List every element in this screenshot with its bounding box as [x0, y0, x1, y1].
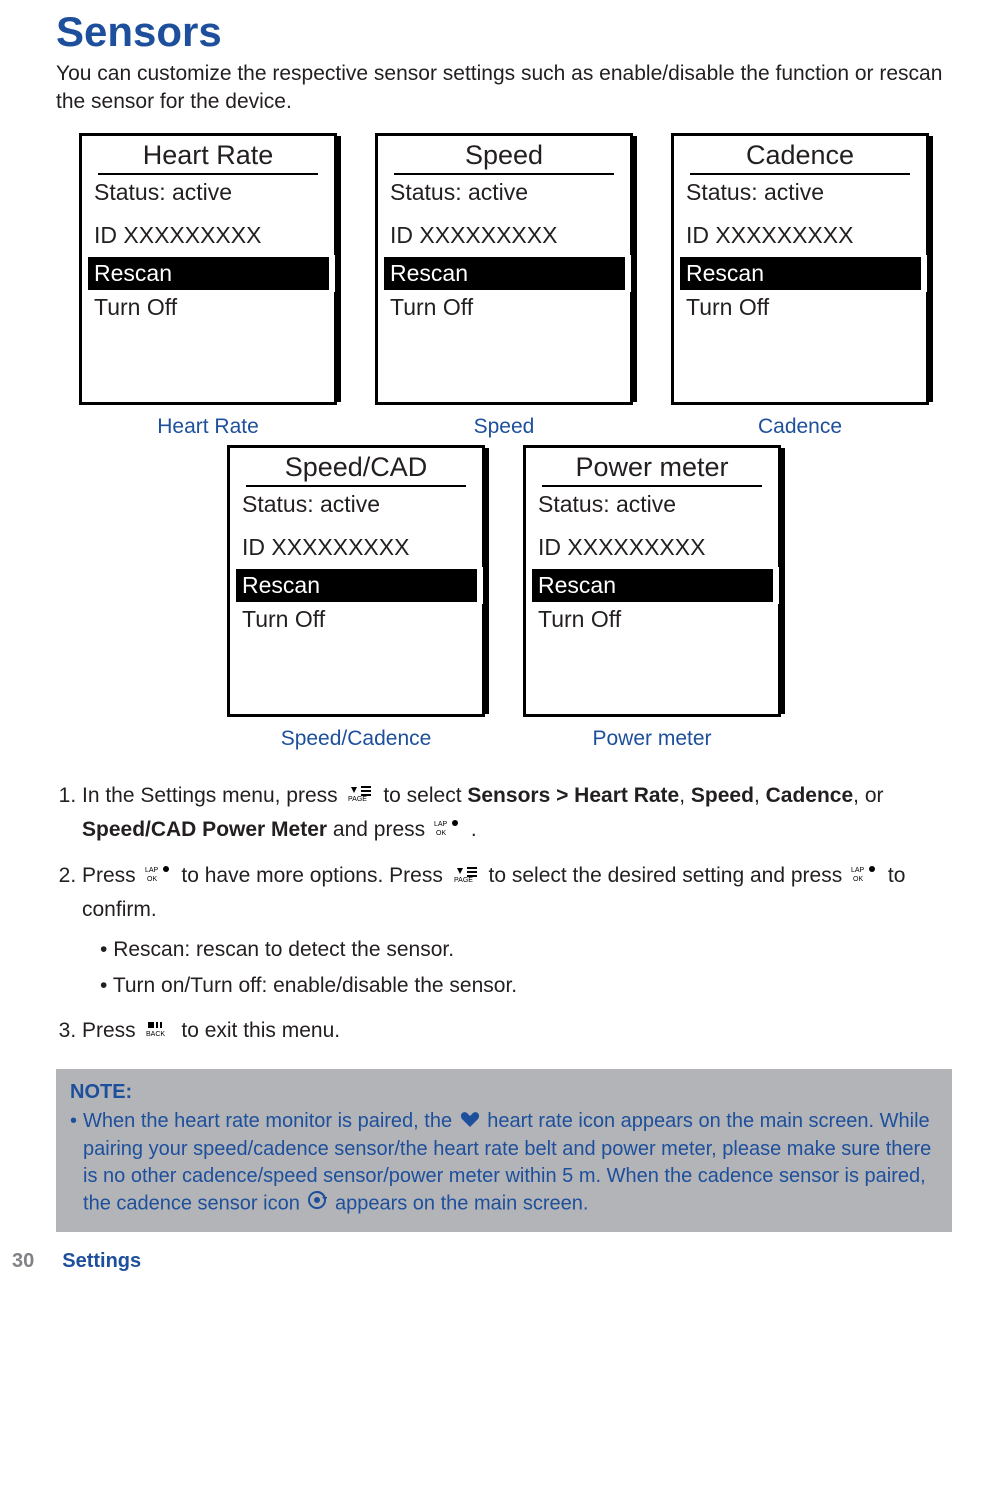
bold: Speed/CAD Power Meter — [82, 818, 327, 841]
device-title: Cadence — [690, 140, 910, 175]
device-rescan: Rescan — [532, 569, 778, 602]
bold: Cadence — [766, 784, 854, 807]
lap-ok-icon — [144, 860, 174, 894]
note-box: NOTE: • When the heart rate monitor is p… — [56, 1069, 952, 1231]
screen-block: Speed Status: active ID XXXXXXXXX Rescan… — [375, 133, 633, 439]
text: to select — [383, 784, 467, 807]
device-status: Status: active — [92, 179, 324, 206]
text: . — [471, 818, 477, 841]
step-3: Press to exit this menu. — [82, 1014, 952, 1048]
device-status: Status: active — [536, 491, 768, 518]
device-title: Power meter — [542, 452, 762, 487]
device-status: Status: active — [240, 491, 472, 518]
footer-label: Settings — [62, 1250, 141, 1273]
page-footer: 30 Settings — [12, 1250, 952, 1273]
device-title: Heart Rate — [98, 140, 318, 175]
lap-ok-icon — [850, 860, 880, 894]
device-title: Speed — [394, 140, 614, 175]
device-rescan: Rescan — [236, 569, 482, 602]
text: appears on the main screen. — [335, 1192, 589, 1214]
screen-block: Power meter Status: active ID XXXXXXXXX … — [523, 445, 781, 751]
text: to have more options. Press — [181, 864, 448, 887]
device-id: ID XXXXXXXXX — [684, 222, 916, 249]
device-status: Status: active — [388, 179, 620, 206]
device-turnoff: Turn Off — [684, 294, 916, 321]
intro-text: You can customize the respective sensor … — [56, 60, 952, 117]
sub-item: Rescan: rescan to detect the sensor. — [100, 933, 952, 967]
text: , — [754, 784, 766, 807]
text: , or — [853, 784, 883, 807]
lap-ok-icon — [433, 814, 463, 848]
screen-block: Heart Rate Status: active ID XXXXXXXXX R… — [79, 133, 337, 439]
screen-block: Speed/CAD Status: active ID XXXXXXXXX Re… — [227, 445, 485, 751]
device-screen: Speed Status: active ID XXXXXXXXX Rescan… — [375, 133, 633, 405]
device-caption: Speed/Cadence — [281, 727, 432, 751]
device-caption: Heart Rate — [157, 415, 259, 439]
device-rescan: Rescan — [384, 257, 630, 290]
step-1: In the Settings menu, press to select Se… — [82, 779, 952, 848]
text: to select the desired setting and press — [489, 864, 849, 887]
text: When the heart rate monitor is paired, t… — [83, 1110, 458, 1132]
device-rescan: Rescan — [88, 257, 334, 290]
text: and press — [333, 818, 431, 841]
device-status: Status: active — [684, 179, 916, 206]
device-id: ID XXXXXXXXX — [240, 534, 472, 561]
section-title: Sensors — [56, 8, 952, 56]
note-title: NOTE: — [70, 1079, 938, 1106]
sub-item: Turn on/Turn off: enable/disable the sen… — [100, 969, 952, 1003]
back-icon — [144, 1015, 174, 1049]
step-2-sublist: Rescan: rescan to detect the sensor. Tur… — [82, 933, 952, 1002]
device-screen: Speed/CAD Status: active ID XXXXXXXXX Re… — [227, 445, 485, 717]
device-caption: Power meter — [592, 727, 711, 751]
device-caption: Cadence — [758, 415, 842, 439]
device-title: Speed/CAD — [246, 452, 466, 487]
steps-list: In the Settings menu, press to select Se… — [56, 779, 952, 1049]
bold: Sensors > Heart Rate — [467, 784, 679, 807]
screens-row-2: Speed/CAD Status: active ID XXXXXXXXX Re… — [56, 445, 952, 751]
text: , — [679, 784, 691, 807]
device-caption: Speed — [474, 415, 535, 439]
text: Press — [82, 1019, 142, 1042]
device-turnoff: Turn Off — [92, 294, 324, 321]
device-screen: Power meter Status: active ID XXXXXXXXX … — [523, 445, 781, 717]
device-screen: Cadence Status: active ID XXXXXXXXX Resc… — [671, 133, 929, 405]
device-id: ID XXXXXXXXX — [92, 222, 324, 249]
page-icon — [451, 860, 481, 894]
page-number: 30 — [12, 1250, 34, 1273]
bullet-dot: • — [70, 1108, 77, 1217]
page-icon — [345, 779, 375, 813]
device-screen: Heart Rate Status: active ID XXXXXXXXX R… — [79, 133, 337, 405]
device-rescan: Rescan — [680, 257, 926, 290]
note-bullet: • When the heart rate monitor is paired,… — [70, 1108, 938, 1217]
heart-icon — [460, 1109, 480, 1136]
device-turnoff: Turn Off — [240, 606, 472, 633]
note-body: When the heart rate monitor is paired, t… — [83, 1108, 938, 1217]
bold: Speed — [691, 784, 754, 807]
text: In the Settings menu, press — [82, 784, 343, 807]
step-2: Press to have more options. Press to sel… — [82, 859, 952, 1002]
text: Press — [82, 864, 142, 887]
device-id: ID XXXXXXXXX — [388, 222, 620, 249]
device-turnoff: Turn Off — [536, 606, 768, 633]
cadence-icon — [307, 1190, 327, 1218]
text: to exit this menu. — [181, 1019, 340, 1042]
screens-row-1: Heart Rate Status: active ID XXXXXXXXX R… — [56, 133, 952, 439]
device-turnoff: Turn Off — [388, 294, 620, 321]
screen-block: Cadence Status: active ID XXXXXXXXX Resc… — [671, 133, 929, 439]
device-id: ID XXXXXXXXX — [536, 534, 768, 561]
